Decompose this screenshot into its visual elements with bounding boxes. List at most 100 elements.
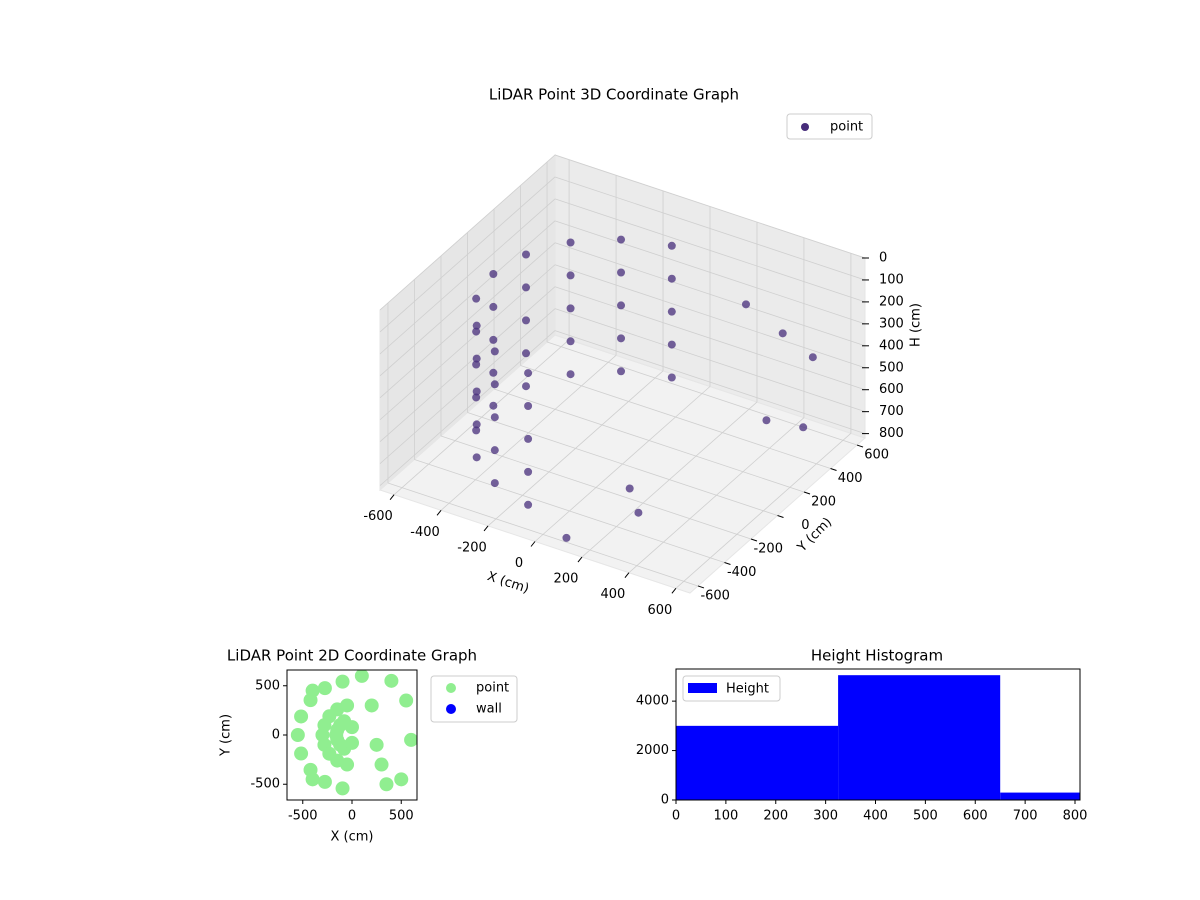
grid-line [387,482,699,587]
bar [676,725,839,800]
point [617,235,626,244]
x-tick-label: 0 [515,556,523,571]
x-tick-label: -500 [288,809,318,824]
x-axis-label: X (cm) [485,569,531,597]
x-tick-label: 700 [1013,809,1038,824]
point [364,698,379,713]
x-tick-label: 500 [913,809,938,824]
x-tick-label: 600 [963,809,988,824]
grid-line [554,264,866,369]
z-tick-label: 200 [879,294,904,309]
legend-label: wall [476,702,502,717]
point [489,335,498,344]
y-axis-label: Y (cm) [219,714,234,757]
grid-line [554,176,866,281]
point [489,270,498,279]
point [335,674,350,689]
point [472,453,481,462]
x-tick-label: 0 [348,809,356,824]
z-tick-label: 400 [879,338,904,353]
y-tick-label: 2000 [636,743,669,758]
point [524,500,533,509]
z-tick-label: 300 [879,316,904,331]
point [472,360,481,369]
z-tick-label: 500 [879,360,904,375]
x-axis-label: X (cm) [331,830,374,845]
point [490,380,499,389]
point [799,423,808,432]
point [472,426,481,435]
x-tick [389,494,395,500]
point [617,367,626,376]
point [667,274,676,283]
point [490,413,499,422]
point [808,353,817,362]
x-tick-label: 800 [1063,809,1088,824]
point [317,681,332,696]
x-tick-label: 100 [713,809,738,824]
point [345,735,359,750]
grid-line [379,176,556,333]
point [524,467,533,476]
chart-title: Height Histogram [811,647,943,665]
x-tick [436,509,442,516]
y-tick [697,585,705,589]
legend-marker [446,704,456,714]
y-tick-label: 4000 [636,694,669,709]
grid-line [379,220,556,377]
point [472,387,481,396]
grid-line [554,242,866,347]
x-tick-label: 0 [672,809,680,824]
z-tick-label: 700 [879,404,904,419]
point [524,369,533,378]
grid-line [379,242,556,399]
point [522,316,531,325]
point [617,301,626,310]
grid-line [554,220,866,325]
point [617,334,626,343]
x-tick-label: 200 [554,572,579,587]
point [472,354,481,363]
point [294,746,309,761]
point [566,271,575,280]
x-tick-label: -600 [363,509,393,524]
legend-label: Height [726,682,769,697]
y-tick [724,561,731,565]
y-tick-label: 500 [255,678,280,693]
point [667,307,676,316]
point [374,757,389,772]
y-tick-label: -200 [753,541,783,556]
point [472,321,481,330]
y-tick [750,538,758,542]
point [379,777,394,792]
z-tick-label: 0 [879,251,887,266]
x-tick [624,572,630,579]
plot-frame [675,668,1081,801]
point [472,393,481,402]
point [369,737,384,752]
point [335,781,350,796]
z-axis-label: H (cm) [909,303,924,347]
point [305,772,320,787]
bar [838,675,1001,800]
x-tick-label: 400 [863,809,888,824]
grid-line [467,412,778,516]
x-tick [530,541,536,547]
y-tick-label: 0 [801,518,809,533]
point [625,484,634,493]
point [394,772,409,787]
point [667,241,676,250]
legend-label: point [476,681,509,696]
point [317,774,332,789]
grid-line [379,286,556,443]
point [290,728,305,742]
point [522,250,531,259]
y-tick [856,444,864,448]
chart-title: LiDAR Point 3D Coordinate Graph [489,86,739,104]
bar [1000,792,1080,800]
grid-line [554,154,866,259]
point [566,337,575,346]
x-tick [671,588,677,594]
y-tick [777,515,784,518]
legend-marker [688,683,717,693]
